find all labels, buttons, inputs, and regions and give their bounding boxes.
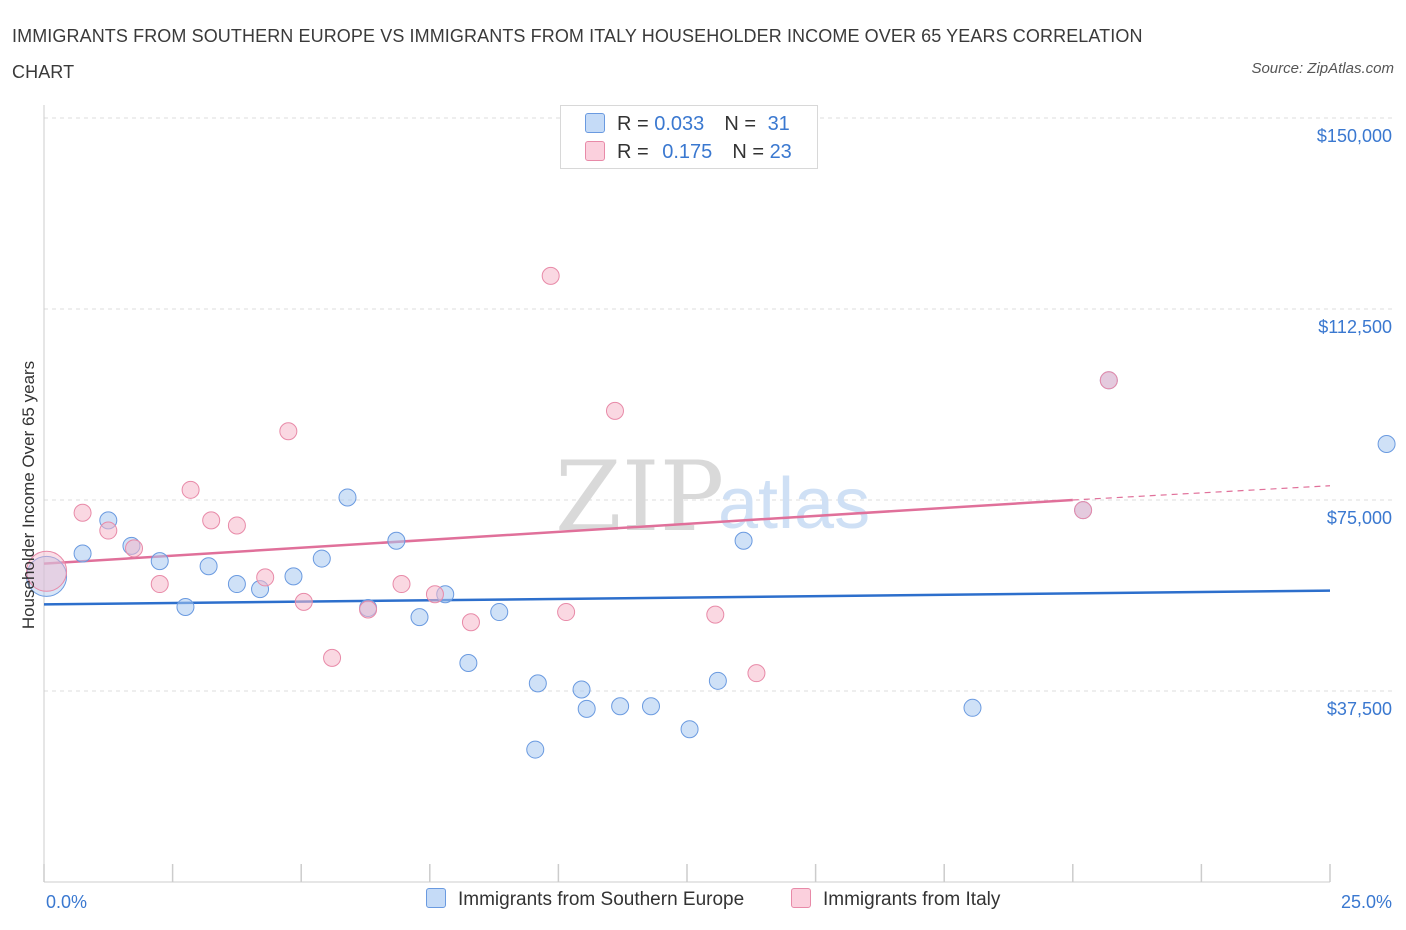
point-southern-europe — [577, 699, 596, 718]
legend-row-italy: R = 0.175 N = 23 — [585, 138, 792, 166]
y-axis-label: Householder Income Over 65 years — [19, 361, 38, 629]
y-tick-label: $150,000 — [1317, 126, 1392, 146]
point-southern-europe — [227, 575, 246, 594]
axes — [43, 105, 1331, 883]
y-tick-label: $37,500 — [1327, 699, 1392, 719]
tick-labels: $37,500 $75,000 $112,500 $150,000 0.0% 25.0% — [46, 126, 1392, 912]
legend-n-label: N = — [732, 141, 770, 163]
point-italy — [557, 603, 576, 622]
point-southern-europe — [150, 552, 169, 571]
legend-n-label: N = — [724, 113, 762, 135]
point-southern-europe — [708, 671, 727, 690]
series-label: Immigrants from Italy — [823, 889, 1001, 910]
point-southern-europe — [459, 653, 478, 672]
data-points — [26, 266, 1396, 759]
source-label: Source: ZipAtlas.com — [1251, 60, 1394, 77]
chart-title: IMMIGRANTS FROM SOUTHERN EUROPE VS IMMIG… — [12, 26, 1143, 82]
point-southern-europe — [199, 557, 218, 576]
point-southern-europe — [73, 544, 92, 563]
point-italy — [26, 550, 68, 592]
series-swatch-pink — [791, 888, 811, 908]
legend-n-value: 23 — [769, 141, 792, 163]
legend-swatch-blue — [585, 113, 605, 133]
x-tick-label: 0.0% — [46, 892, 87, 912]
point-italy — [359, 600, 378, 619]
point-southern-europe — [611, 697, 630, 716]
point-italy — [392, 575, 411, 594]
point-italy — [541, 266, 560, 285]
legend-swatch-pink — [585, 141, 605, 161]
trend-lines — [43, 485, 1331, 606]
trend-italy-extension — [1072, 485, 1331, 501]
y-tick-label: $112,500 — [1318, 317, 1392, 337]
point-italy — [323, 648, 342, 667]
x-tick-label: 25.0% — [1341, 892, 1392, 912]
trend-italy — [43, 498, 1073, 565]
point-southern-europe — [526, 740, 545, 759]
point-italy — [125, 539, 144, 558]
point-italy — [706, 605, 725, 624]
point-southern-europe — [680, 720, 699, 739]
point-southern-europe — [528, 674, 547, 693]
correlation-legend: R = 0.033 N = 31 R = 0.175 N = 23 — [560, 105, 818, 169]
point-southern-europe — [963, 698, 982, 717]
legend-r-value: 0.175 — [662, 141, 713, 163]
point-italy — [425, 585, 444, 604]
point-southern-europe — [490, 603, 509, 622]
series-swatch-blue — [426, 888, 446, 908]
legend-r-label: R = — [617, 141, 655, 163]
point-italy — [99, 521, 118, 540]
trend-southern-europe — [43, 589, 1331, 606]
point-italy — [294, 592, 313, 611]
watermark-atlas: atlas — [718, 464, 870, 544]
point-italy — [227, 516, 246, 535]
point-southern-europe — [410, 608, 429, 627]
legend-r-label: R = — [617, 113, 655, 135]
point-southern-europe — [641, 697, 660, 716]
point-italy — [605, 401, 624, 420]
point-italy — [73, 503, 92, 522]
point-southern-europe — [338, 488, 357, 507]
legend-r-value: 0.033 — [654, 113, 705, 135]
watermark: ZIP atlas — [555, 441, 870, 553]
point-italy — [202, 511, 221, 530]
point-southern-europe — [572, 680, 591, 699]
point-italy — [279, 422, 298, 441]
watermark-zip: ZIP — [555, 441, 724, 553]
point-italy — [461, 613, 480, 632]
point-italy — [1099, 371, 1118, 390]
point-southern-europe — [1377, 434, 1396, 453]
y-tick-label: $75,000 — [1327, 508, 1392, 528]
point-southern-europe — [26, 555, 68, 597]
series-legend-italy: Immigrants from Italy — [791, 888, 1000, 911]
point-italy — [181, 480, 200, 499]
point-southern-europe — [734, 531, 753, 550]
point-italy — [1074, 501, 1093, 520]
legend-n-value: 31 — [767, 113, 790, 135]
point-southern-europe — [387, 531, 406, 550]
point-italy — [747, 664, 766, 683]
point-southern-europe — [176, 597, 195, 616]
point-italy — [256, 568, 275, 587]
grid-lines — [44, 117, 1392, 692]
legend-row-southern-europe: R = 0.033 N = 31 — [585, 110, 790, 138]
series-label: Immigrants from Southern Europe — [458, 889, 745, 910]
series-legend-southern-europe: Immigrants from Southern Europe — [426, 888, 744, 911]
point-italy — [150, 575, 169, 594]
point-southern-europe — [284, 567, 303, 586]
point-southern-europe — [312, 549, 331, 568]
